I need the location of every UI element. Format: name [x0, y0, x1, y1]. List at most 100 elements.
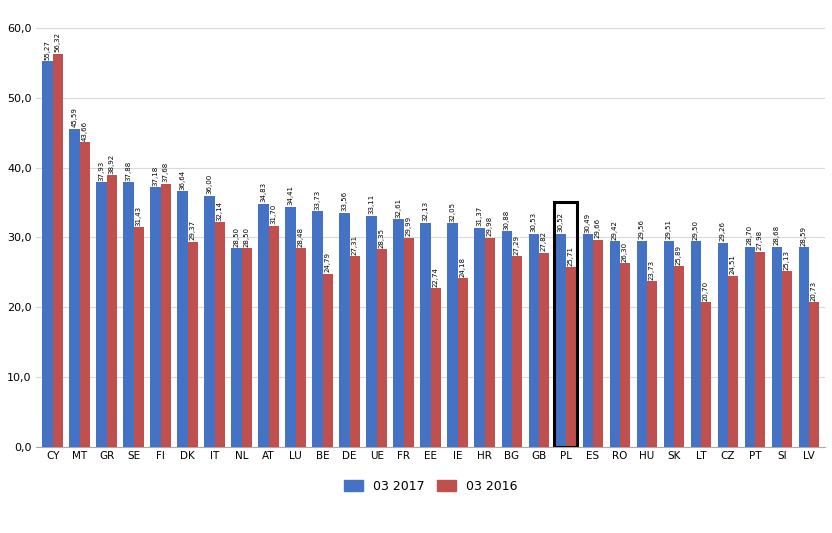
Text: 29,26: 29,26 — [720, 221, 726, 241]
Bar — [377, 249, 387, 447]
Text: 29,99: 29,99 — [406, 216, 412, 236]
Text: 37,18: 37,18 — [152, 166, 159, 186]
Text: 23,73: 23,73 — [649, 260, 655, 280]
Text: 31,37: 31,37 — [477, 206, 483, 227]
Bar — [458, 278, 468, 447]
Bar — [782, 271, 792, 447]
Bar — [205, 196, 215, 447]
Text: 32,61: 32,61 — [395, 198, 402, 218]
Text: 33,56: 33,56 — [342, 191, 348, 211]
Text: 32,05: 32,05 — [449, 201, 456, 222]
Text: 29,50: 29,50 — [693, 220, 699, 239]
Bar — [151, 187, 161, 447]
Text: 25,71: 25,71 — [568, 246, 574, 266]
Text: 29,98: 29,98 — [487, 216, 493, 236]
Text: 28,70: 28,70 — [746, 225, 753, 245]
Text: 28,48: 28,48 — [298, 227, 304, 247]
Bar — [701, 302, 711, 447]
Text: 43,66: 43,66 — [82, 120, 87, 141]
Text: 30,53: 30,53 — [531, 212, 537, 232]
Text: 30,52: 30,52 — [557, 213, 563, 232]
Text: 29,51: 29,51 — [666, 220, 671, 239]
Bar — [123, 182, 134, 447]
Bar — [745, 247, 755, 447]
Text: 28,50: 28,50 — [244, 227, 250, 247]
Bar — [610, 241, 620, 447]
Text: 56,32: 56,32 — [55, 32, 61, 52]
Text: 25,13: 25,13 — [784, 250, 790, 270]
Text: 34,83: 34,83 — [260, 182, 266, 203]
Bar — [339, 213, 349, 447]
Text: 34,41: 34,41 — [288, 185, 294, 205]
Bar — [69, 128, 80, 447]
Bar — [474, 228, 485, 447]
Bar — [799, 247, 809, 447]
Text: 24,51: 24,51 — [730, 255, 736, 274]
Text: 31,43: 31,43 — [136, 206, 141, 226]
Bar — [269, 225, 279, 447]
Bar — [717, 243, 728, 447]
Text: 24,79: 24,79 — [324, 253, 331, 272]
Bar — [592, 240, 603, 447]
Text: 27,98: 27,98 — [757, 230, 763, 250]
Bar — [809, 302, 820, 447]
Text: 27,31: 27,31 — [352, 235, 358, 255]
Text: 55,27: 55,27 — [44, 39, 51, 60]
Bar — [188, 242, 198, 447]
Bar — [215, 222, 225, 447]
Text: 24,18: 24,18 — [460, 257, 466, 277]
Bar — [259, 204, 269, 447]
Bar — [566, 268, 576, 447]
Bar — [556, 234, 566, 447]
Text: 25,89: 25,89 — [676, 245, 682, 265]
Bar — [313, 212, 323, 447]
Text: 33,73: 33,73 — [314, 190, 320, 210]
Bar — [691, 241, 701, 447]
Text: 30,88: 30,88 — [503, 209, 510, 230]
Text: 29,56: 29,56 — [639, 219, 645, 239]
Text: 22,74: 22,74 — [433, 267, 438, 287]
Bar — [80, 142, 90, 447]
Bar — [664, 241, 674, 447]
Text: 33,11: 33,11 — [369, 194, 374, 214]
Text: 20,70: 20,70 — [703, 281, 709, 301]
Text: 29,37: 29,37 — [190, 220, 196, 240]
Bar — [394, 219, 404, 447]
Bar — [771, 247, 782, 447]
Text: 26,30: 26,30 — [622, 242, 628, 262]
Bar — [134, 228, 144, 447]
Text: 28,59: 28,59 — [800, 226, 807, 246]
Bar — [52, 54, 63, 447]
Text: 37,88: 37,88 — [126, 161, 131, 181]
Bar — [646, 281, 657, 447]
Bar — [512, 256, 522, 447]
Bar — [231, 248, 241, 447]
Bar — [582, 234, 592, 447]
Text: 27,82: 27,82 — [541, 231, 547, 251]
Bar — [502, 231, 512, 447]
Bar — [554, 203, 577, 447]
Text: 27,29: 27,29 — [514, 235, 520, 255]
Text: 28,68: 28,68 — [774, 225, 780, 245]
Text: 30,49: 30,49 — [585, 213, 591, 232]
Text: 20,73: 20,73 — [811, 281, 817, 301]
Bar — [323, 274, 333, 447]
Text: 36,64: 36,64 — [180, 169, 186, 190]
Bar — [420, 223, 431, 447]
Text: 37,93: 37,93 — [98, 160, 105, 181]
Text: 45,59: 45,59 — [72, 107, 77, 127]
Text: 28,35: 28,35 — [379, 228, 385, 247]
Bar — [42, 61, 52, 447]
Bar — [161, 184, 171, 447]
Bar — [404, 238, 414, 447]
Bar — [431, 288, 441, 447]
Text: 32,14: 32,14 — [217, 201, 223, 221]
Bar — [636, 240, 646, 447]
Text: 29,66: 29,66 — [595, 219, 601, 238]
Bar — [366, 216, 377, 447]
Bar — [620, 263, 630, 447]
Text: 29,42: 29,42 — [612, 220, 617, 240]
Bar — [485, 238, 495, 447]
Bar — [177, 191, 188, 447]
Bar — [295, 248, 306, 447]
